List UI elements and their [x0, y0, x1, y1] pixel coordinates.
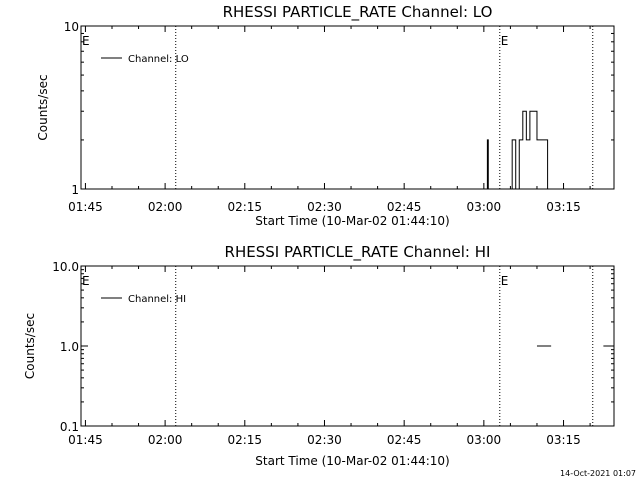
x-axis-label: Start Time (10-Mar-02 01:44:10)	[255, 454, 449, 468]
x-tick-label: 02:15	[227, 200, 262, 214]
event-marker-label: E	[501, 274, 509, 288]
x-tick-label: 03:00	[467, 200, 502, 214]
legend-label: Channel: HI	[128, 294, 186, 305]
chart-title: RHESSI PARTICLE_RATE Channel: HI	[225, 243, 491, 262]
x-tick-label: 02:15	[227, 433, 262, 447]
x-tick-label: 02:45	[387, 433, 422, 447]
x-tick-label: 01:45	[68, 200, 103, 214]
x-tick-label: 02:30	[307, 433, 342, 447]
x-axis-label: Start Time (10-Mar-02 01:44:10)	[255, 214, 449, 228]
series-line-lo	[485, 110, 560, 190]
x-tick-label: 03:15	[546, 200, 581, 214]
plot-frame	[80, 25, 615, 190]
y-tick-label: 10	[64, 20, 79, 34]
x-tick-label: 02:00	[148, 433, 183, 447]
y-axis-label: Counts/sec	[23, 313, 37, 379]
y-axis-label: Counts/sec	[36, 74, 50, 140]
event-marker-label: E	[501, 34, 509, 48]
x-tick-label: 02:30	[307, 200, 342, 214]
y-tick-label: 0.1	[60, 420, 79, 434]
footer-timestamp: 14-Oct-2021 01:07	[560, 469, 636, 478]
x-tick-label: 02:00	[148, 200, 183, 214]
x-tick-label: 01:45	[68, 433, 103, 447]
y-tick-label: 1	[71, 183, 79, 197]
y-tick-label: 10.0	[52, 260, 79, 274]
x-tick-label: 03:00	[467, 433, 502, 447]
event-marker-label: E	[82, 274, 90, 288]
legend-label: Channel: LO	[128, 54, 189, 65]
plot-frame	[80, 265, 615, 427]
x-tick-label: 03:15	[546, 433, 581, 447]
event-marker-label: E	[82, 34, 90, 48]
chart-title: RHESSI PARTICLE_RATE Channel: LO	[223, 3, 493, 22]
x-tick-label: 02:45	[387, 200, 422, 214]
y-tick-label: 1.0	[60, 340, 79, 354]
